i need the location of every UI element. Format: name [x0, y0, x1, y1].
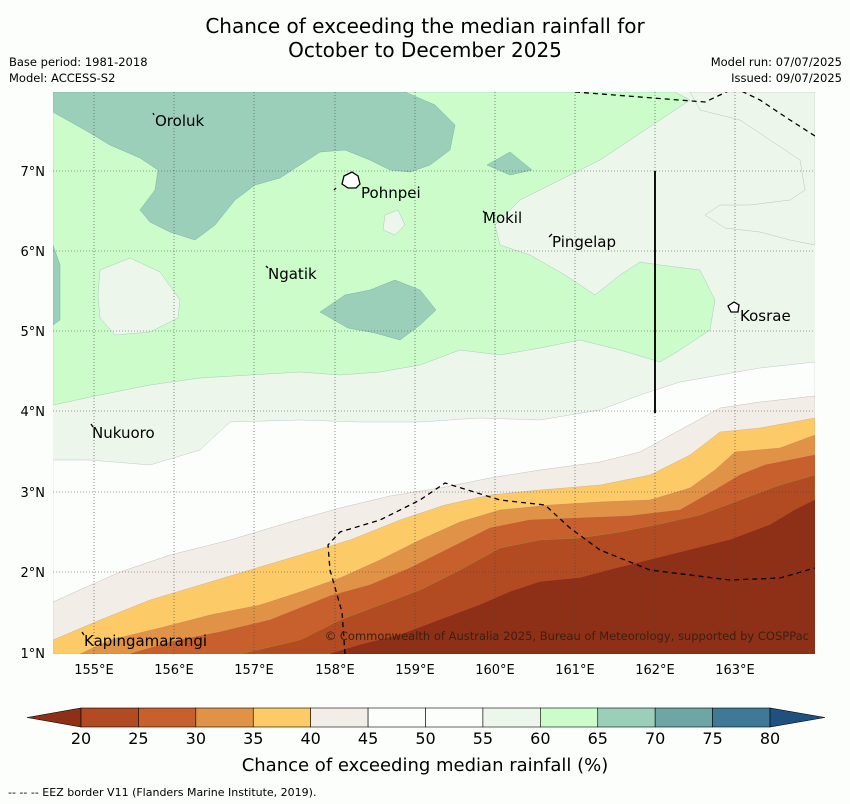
eez-borders: [327, 92, 815, 654]
gridlines: [53, 92, 815, 654]
colorbar-segment: [482, 707, 541, 728]
lon-label: 161°E: [555, 663, 595, 678]
base-period: Base period: 1981-2018: [9, 55, 148, 69]
colorbar-tick-label: 70: [644, 729, 666, 748]
map-plot: [53, 92, 815, 654]
band-below-20: [329, 499, 815, 654]
lon-label: 157°E: [234, 663, 274, 678]
place-pohnpei: Pohnpei: [361, 184, 421, 202]
model-name: Model: ACCESS-S2: [9, 71, 116, 85]
colorbar-segment: [425, 707, 484, 728]
lon-label: 156°E: [154, 663, 194, 678]
colorbar-tick-label: 30: [185, 729, 206, 748]
colorbar-segment: [654, 707, 713, 728]
lon-label: 158°E: [315, 663, 355, 678]
place-kapingamarangi: Kapingamarangi: [84, 632, 207, 650]
pohnpei-island: [341, 171, 361, 189]
place-mokil: Mokil: [483, 209, 522, 227]
lon-label: 155°E: [74, 663, 114, 678]
band-65-70-edge: [53, 244, 61, 326]
colorbar-segment: [367, 707, 426, 728]
colorbar-tick-label: 60: [530, 729, 551, 748]
band-55-60-patch: [97, 257, 181, 336]
colorbar-tick-label: 50: [415, 729, 436, 748]
lat-label: 3°N: [21, 486, 46, 501]
colorbar-tick-label: 40: [300, 729, 321, 748]
band-65-70-north: [53, 92, 456, 241]
model-run: Model run: 07/07/2025: [710, 55, 842, 69]
colorbar-segment: [252, 707, 311, 728]
lat-label: 2°N: [21, 566, 46, 581]
copyright-notice: © Commonwealth of Australia 2025, Bureau…: [325, 629, 809, 643]
colorbar-tick-label: 20: [70, 729, 92, 748]
lat-label: 6°N: [21, 245, 46, 260]
eez-footnote: -- -- -- EEZ border V11 (Flanders Marine…: [8, 786, 317, 799]
colorbar-title: Chance of exceeding median rainfall (%): [241, 755, 609, 776]
place-pingelap: Pingelap: [552, 233, 616, 251]
lon-label: 160°E: [475, 663, 515, 678]
colorbar-tick-label: 45: [357, 729, 379, 748]
meta-left: Base period: 1981-2018 Model: ACCESS-S2: [9, 54, 148, 86]
colorbar-under-arrow: [26, 707, 82, 728]
colorbar-tick-label: 55: [472, 729, 494, 748]
colorbar-segment: [597, 707, 656, 728]
place-ngatik: Ngatik: [268, 265, 317, 283]
colorbar: [26, 707, 826, 728]
longitude-labels: 155°E 156°E 157°E 158°E 159°E 160°E 161°…: [74, 663, 755, 678]
colorbar-segment: [712, 707, 771, 728]
colorbar-tick-label: 75: [702, 729, 723, 748]
colorbar-tick-label: 65: [587, 729, 608, 748]
meta-right: Model run: 07/07/2025 Issued: 09/07/2025: [711, 54, 842, 86]
colorbar-tick-label: 80: [759, 729, 781, 748]
title-line-1: Chance of exceeding the median rainfall …: [205, 14, 645, 38]
kosrae-island: [727, 301, 740, 313]
issued-date: Issued: 09/07/2025: [731, 71, 842, 85]
title-line-2: October to December 2025: [288, 38, 562, 62]
colorbar-segment: [195, 707, 254, 728]
colorbar-segment: [80, 707, 139, 728]
lon-label: 159°E: [395, 663, 435, 678]
colorbar-segment: [540, 707, 599, 728]
band-65-70-small: [486, 151, 533, 176]
band-55-60-east: [689, 92, 815, 246]
colorbar-segment: [138, 707, 197, 728]
colorbar-tick-label: 35: [243, 729, 264, 748]
colorbar-over-arrow: [769, 707, 826, 728]
island-outlines: [81, 112, 740, 636]
place-labels: Oroluk Pohnpei Mokil Pingelap Ngatik Kos…: [84, 112, 791, 650]
band-55-60-patch-2: [382, 209, 406, 236]
place-nukuoro: Nukuoro: [92, 424, 155, 442]
place-oroluk: Oroluk: [155, 112, 204, 130]
lon-label: 162°E: [635, 663, 675, 678]
band-65-70-central: [319, 279, 437, 341]
colorbar-segment: [310, 707, 369, 728]
latitude-labels: 7°N 6°N 5°N 4°N 3°N 2°N 1°N: [21, 165, 46, 662]
colorbar-tick-label: 25: [128, 729, 149, 748]
lat-label: 7°N: [21, 165, 46, 180]
lat-label: 5°N: [21, 325, 46, 340]
place-kosrae: Kosrae: [740, 307, 791, 325]
lat-label: 1°N: [21, 647, 46, 662]
lat-label: 4°N: [21, 405, 46, 420]
lon-label: 163°E: [715, 663, 755, 678]
